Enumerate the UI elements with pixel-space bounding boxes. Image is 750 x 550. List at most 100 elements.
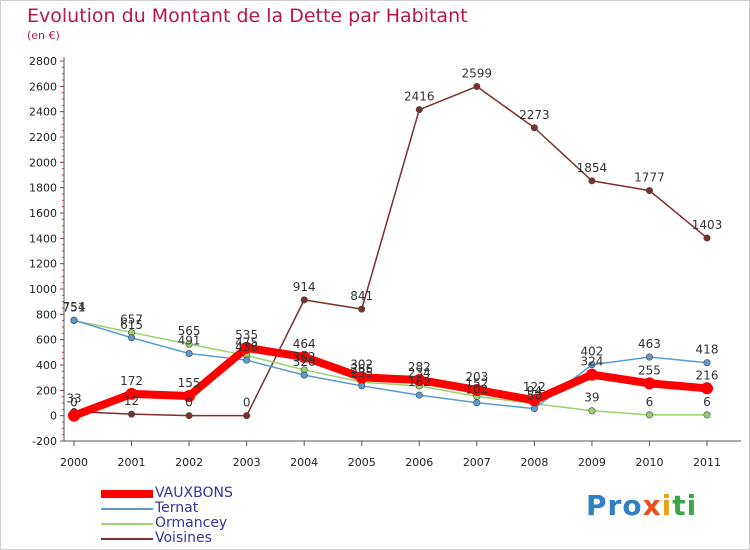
data-label: 362 <box>293 350 316 364</box>
data-label: 6 <box>646 395 654 409</box>
data-label: 235 <box>350 366 373 380</box>
data-point <box>473 399 481 407</box>
data-point <box>530 405 538 413</box>
data-point <box>185 340 193 348</box>
data-point <box>125 387 138 400</box>
data-point <box>298 350 311 363</box>
y-tick-label: 2000 <box>29 156 57 169</box>
data-point <box>470 383 483 396</box>
data-point <box>183 390 196 403</box>
data-point <box>128 410 136 418</box>
data-point <box>703 411 711 419</box>
data-point <box>415 106 423 114</box>
data-label: 94 <box>527 384 542 398</box>
data-point <box>645 187 653 195</box>
data-label: 2599 <box>462 66 493 80</box>
data-label: 324 <box>580 355 603 369</box>
data-point <box>185 412 193 420</box>
data-point <box>68 409 80 422</box>
data-label: 491 <box>178 333 201 347</box>
y-tick-label: 1600 <box>29 207 57 220</box>
data-label: 418 <box>696 343 719 357</box>
data-label: 265 <box>350 362 373 376</box>
data-label: 122 <box>523 380 546 394</box>
data-label: 2416 <box>404 90 435 104</box>
x-tick-label: 2001 <box>118 456 146 469</box>
series-line <box>73 85 708 417</box>
data-point <box>300 296 308 304</box>
data-label: 39 <box>584 391 599 405</box>
data-point <box>128 334 136 342</box>
x-tick-label: 2008 <box>520 456 548 469</box>
data-label: 2273 <box>519 108 550 122</box>
y-tick-label: 2600 <box>29 80 57 93</box>
x-tick-label: 2002 <box>175 456 203 469</box>
x-tick-label: 2004 <box>290 456 318 469</box>
data-label: 155 <box>178 376 201 390</box>
data-point <box>243 412 251 420</box>
data-label: 475 <box>235 336 258 350</box>
data-label: 754 <box>63 300 86 314</box>
data-point <box>703 234 711 242</box>
data-point <box>413 373 426 386</box>
data-label: 162 <box>408 375 431 389</box>
data-label: 0 <box>185 396 193 410</box>
data-point <box>243 356 251 364</box>
data-point <box>645 411 653 419</box>
data-point <box>703 359 711 367</box>
series-line <box>73 319 708 416</box>
data-point <box>415 391 423 399</box>
x-tick-label: 2006 <box>405 456 433 469</box>
data-point <box>645 353 653 361</box>
data-label: 33 <box>66 391 81 405</box>
data-label: 302 <box>350 357 373 371</box>
data-label: 6 <box>703 395 711 409</box>
data-label: 56 <box>527 389 542 403</box>
data-point <box>358 382 366 390</box>
y-tick-label: 2800 <box>29 55 57 68</box>
series-line <box>70 343 711 420</box>
legend-swatch <box>101 508 153 510</box>
y-tick-label: 800 <box>36 308 57 321</box>
y-tick-label: 2200 <box>29 131 57 144</box>
y-tick-label: -200 <box>32 435 57 448</box>
data-label: 102 <box>465 383 488 397</box>
data-label: 1403 <box>692 218 723 232</box>
y-tick-label: 1200 <box>29 258 57 271</box>
data-label: 255 <box>638 363 661 377</box>
data-label: 216 <box>696 368 719 382</box>
data-point <box>585 368 598 381</box>
data-point <box>185 349 193 357</box>
x-tick-label: 2010 <box>635 456 663 469</box>
data-label: 751 <box>63 301 86 315</box>
y-tick-label: 2400 <box>29 106 57 119</box>
data-label: 203 <box>465 370 488 384</box>
x-tick-label: 2007 <box>463 456 491 469</box>
y-tick-label: 1400 <box>29 232 57 245</box>
data-point <box>588 361 596 369</box>
chart-unit: (en €) <box>27 29 60 42</box>
data-label: 1777 <box>634 171 665 185</box>
legend-label: Ormancey <box>155 515 228 531</box>
y-tick-label: 600 <box>36 334 57 347</box>
y-tick-label: 1000 <box>29 283 57 296</box>
data-label: 172 <box>120 374 143 388</box>
data-label: 152 <box>465 376 488 390</box>
data-point <box>70 316 78 324</box>
data-label: 282 <box>408 360 431 374</box>
data-label: 914 <box>293 280 316 294</box>
proxiti-logo: Proxiti <box>586 489 698 522</box>
data-label: 1854 <box>577 161 608 175</box>
data-label: 463 <box>638 337 661 351</box>
y-tick-label: 1800 <box>29 182 57 195</box>
data-label: 615 <box>120 318 143 332</box>
chart-title: Evolution du Montant de la Dette par Hab… <box>27 5 468 27</box>
legend-label: Voisines <box>155 530 212 546</box>
data-label: 565 <box>178 324 201 338</box>
data-label: 657 <box>120 312 143 326</box>
legend-label: VAUXBONS <box>155 485 233 501</box>
data-label: 0 <box>70 396 78 410</box>
data-point <box>358 305 366 313</box>
